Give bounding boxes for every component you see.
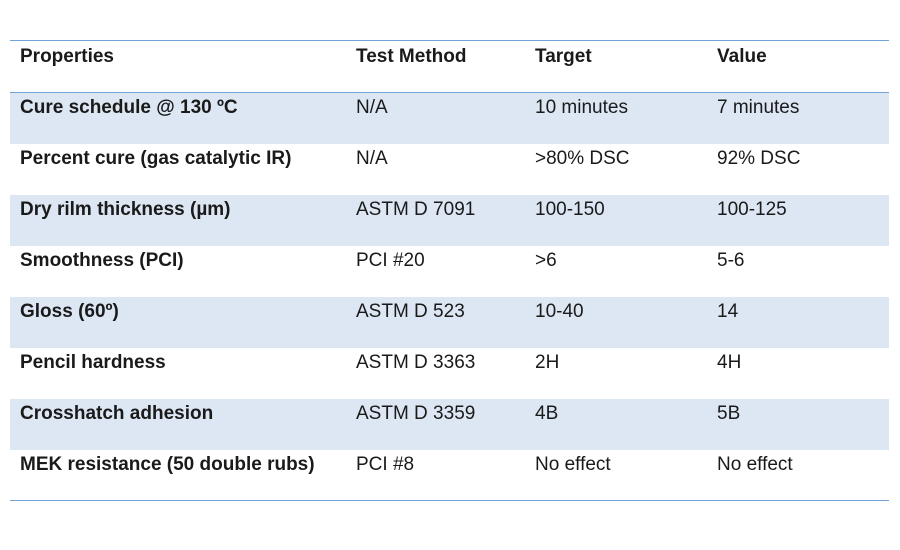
- table-row: Gloss (60º) ASTM D 523 10-40 14: [10, 296, 889, 348]
- cell-property: Dry rilm thickness (µm): [10, 194, 346, 246]
- cell-method: ASTM D 3359: [346, 398, 525, 450]
- cell-method: ASTM D 523: [346, 296, 525, 348]
- cell-property: Pencil hardness: [10, 347, 346, 399]
- header-test-method: Test Method: [346, 40, 525, 93]
- properties-table-container: Properties Test Method Target Value Cure…: [10, 40, 889, 501]
- cell-target: 100-150: [525, 194, 707, 246]
- cell-target: 10 minutes: [525, 92, 707, 144]
- header-row: Properties Test Method Target Value: [10, 40, 889, 93]
- cell-target: 2H: [525, 347, 707, 399]
- cell-target: >80% DSC: [525, 143, 707, 195]
- cell-value: 5B: [707, 398, 889, 450]
- table-row: Pencil hardness ASTM D 3363 2H 4H: [10, 347, 889, 399]
- header-properties: Properties: [10, 40, 346, 93]
- cell-property: Crosshatch adhesion: [10, 398, 346, 450]
- table-row: Percent cure (gas catalytic IR) N/A >80%…: [10, 143, 889, 195]
- cell-method: PCI #8: [346, 449, 525, 501]
- cell-method: ASTM D 7091: [346, 194, 525, 246]
- cell-method: PCI #20: [346, 245, 525, 297]
- table-body: Cure schedule @ 130 ºC N/A 10 minutes 7 …: [10, 92, 889, 501]
- table-row: Smoothness (PCI) PCI #20 >6 5-6: [10, 245, 889, 297]
- cell-value: 5-6: [707, 245, 889, 297]
- cell-value: 4H: [707, 347, 889, 399]
- cell-value: 7 minutes: [707, 92, 889, 144]
- cell-property: Gloss (60º): [10, 296, 346, 348]
- table-header: Properties Test Method Target Value: [10, 40, 889, 93]
- cell-target: No effect: [525, 449, 707, 501]
- table-row: Crosshatch adhesion ASTM D 3359 4B 5B: [10, 398, 889, 450]
- table-row: Cure schedule @ 130 ºC N/A 10 minutes 7 …: [10, 92, 889, 144]
- header-target: Target: [525, 40, 707, 93]
- cell-value: 92% DSC: [707, 143, 889, 195]
- cell-target: 4B: [525, 398, 707, 450]
- cell-value: No effect: [707, 449, 889, 501]
- cell-property: Percent cure (gas catalytic IR): [10, 143, 346, 195]
- cell-method: N/A: [346, 92, 525, 144]
- cell-method: N/A: [346, 143, 525, 195]
- cell-value: 100-125: [707, 194, 889, 246]
- cell-property: Cure schedule @ 130 ºC: [10, 92, 346, 144]
- table-row: MEK resistance (50 double rubs) PCI #8 N…: [10, 449, 889, 501]
- cell-target: 10-40: [525, 296, 707, 348]
- header-value: Value: [707, 40, 889, 93]
- cell-method: ASTM D 3363: [346, 347, 525, 399]
- table-row: Dry rilm thickness (µm) ASTM D 7091 100-…: [10, 194, 889, 246]
- cell-property: MEK resistance (50 double rubs): [10, 449, 346, 501]
- cell-property: Smoothness (PCI): [10, 245, 346, 297]
- cell-target: >6: [525, 245, 707, 297]
- properties-table: Properties Test Method Target Value Cure…: [10, 40, 889, 501]
- cell-value: 14: [707, 296, 889, 348]
